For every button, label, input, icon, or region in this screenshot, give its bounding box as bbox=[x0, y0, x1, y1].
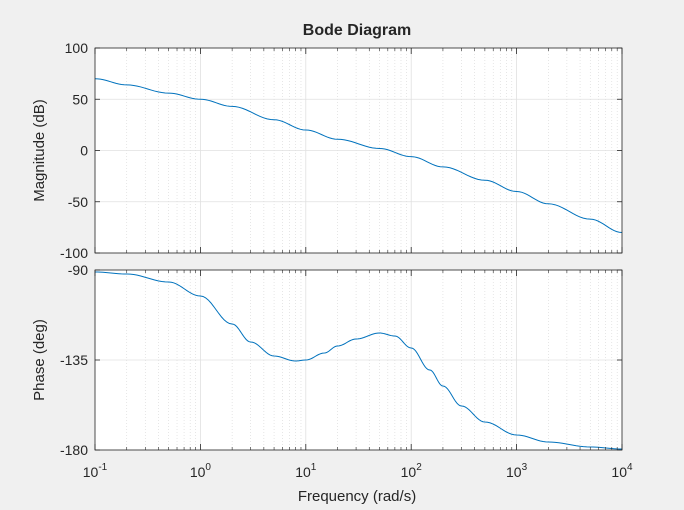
frequency-tick-labels: 10-1 100 101 102 103 104 bbox=[83, 462, 633, 480]
phase-series-line bbox=[94, 271, 623, 450]
xtick-label: 102 bbox=[401, 462, 423, 480]
xtick-base: 10 bbox=[83, 464, 99, 480]
ytick-label: 50 bbox=[72, 91, 88, 107]
xtick-label: 103 bbox=[506, 462, 528, 480]
frequency-xlabel: Frequency (rad/s) bbox=[298, 488, 416, 505]
xtick-base: 10 bbox=[506, 464, 522, 480]
ytick-label: 100 bbox=[65, 40, 89, 56]
xtick-exponent: 1 bbox=[311, 462, 317, 473]
magnitude-ylabel: Magnitude (dB) bbox=[31, 99, 48, 202]
xtick-label: 104 bbox=[611, 462, 633, 480]
chart-title: Bode Diagram bbox=[303, 22, 411, 39]
phase-tick-marks bbox=[94, 269, 623, 451]
xtick-base: 10 bbox=[190, 464, 206, 480]
ytick-label: -100 bbox=[60, 245, 88, 261]
xtick-base: 10 bbox=[611, 464, 627, 480]
xtick-base: 10 bbox=[295, 464, 311, 480]
xtick-exponent: 0 bbox=[205, 462, 211, 473]
phase-panel: -90 -135 -180 Phase (deg) bbox=[31, 262, 623, 458]
ytick-label: -180 bbox=[60, 442, 88, 458]
phase-ytick-labels: -90 -135 -180 bbox=[60, 262, 88, 458]
magnitude-ytick-labels: 100 50 0 -50 -100 bbox=[60, 40, 88, 261]
xtick-label: 101 bbox=[295, 462, 317, 480]
ytick-label: -135 bbox=[60, 352, 88, 368]
magnitude-panel: 100 50 0 -50 -100 Magnitude (dB) bbox=[31, 40, 623, 261]
magnitude-tick-marks bbox=[94, 47, 623, 254]
xtick-label: 10-1 bbox=[83, 462, 108, 480]
ytick-label: -90 bbox=[68, 262, 88, 278]
xtick-base: 10 bbox=[401, 464, 417, 480]
xtick-exponent: 2 bbox=[416, 462, 422, 473]
xtick-exponent: 4 bbox=[627, 462, 633, 473]
xtick-exponent: 3 bbox=[522, 462, 528, 473]
xtick-exponent: -1 bbox=[98, 462, 107, 473]
magnitude-series-line bbox=[94, 78, 623, 233]
xtick-label: 100 bbox=[190, 462, 212, 480]
ytick-label: 0 bbox=[80, 143, 88, 159]
phase-ylabel: Phase (deg) bbox=[31, 319, 48, 401]
ytick-label: -50 bbox=[68, 194, 88, 210]
